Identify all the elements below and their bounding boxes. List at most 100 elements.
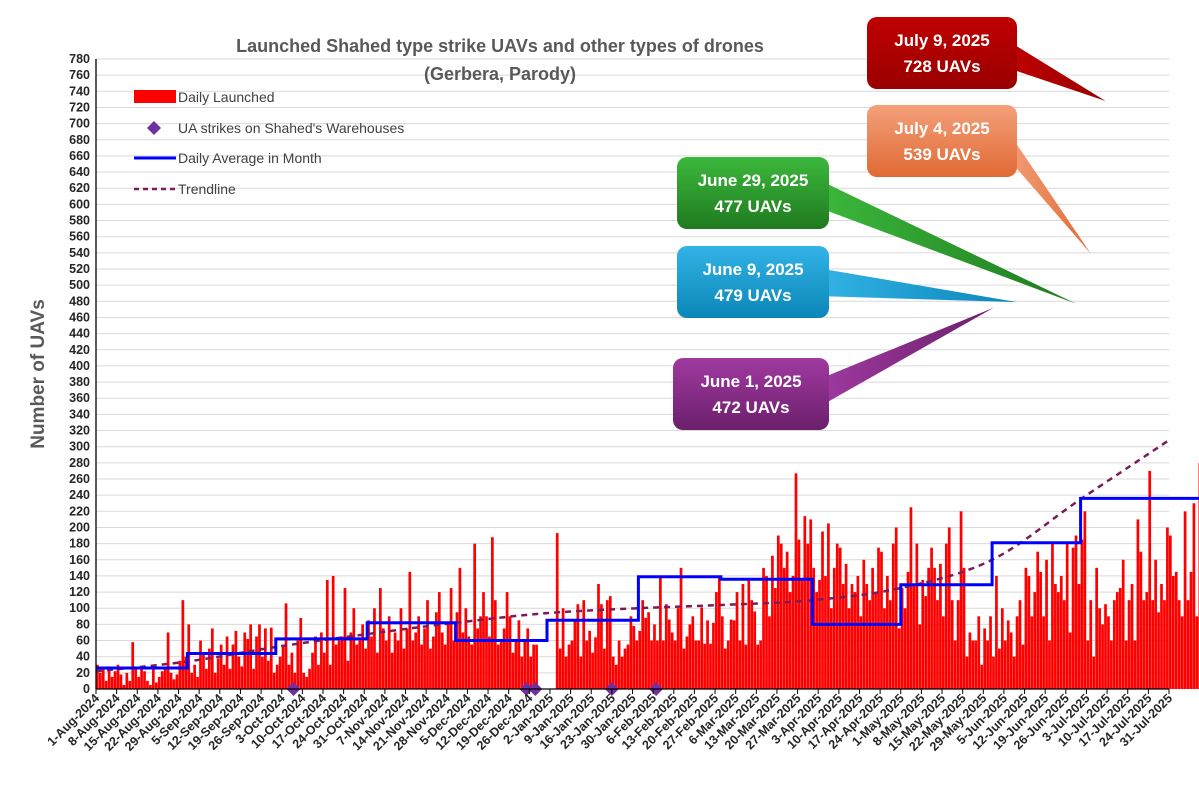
daily-bar (435, 612, 438, 689)
daily-bar (488, 636, 491, 689)
daily-bar (98, 672, 102, 689)
daily-bar (803, 516, 807, 689)
daily-bar (514, 640, 518, 689)
daily-bar (1112, 600, 1116, 689)
legend-swatch-daily (134, 90, 176, 103)
daily-bar (738, 640, 742, 689)
y-tick-label: 680 (69, 133, 90, 147)
daily-bar (809, 519, 813, 689)
daily-bar (597, 584, 600, 689)
callout-pointer (817, 307, 994, 408)
daily-bars (96, 462, 1199, 689)
daily-bar (346, 660, 350, 689)
daily-bar (797, 539, 801, 689)
daily-bar (199, 640, 202, 689)
daily-bar (1089, 600, 1093, 689)
daily-bar (249, 624, 252, 689)
callout-pointer (817, 179, 1077, 304)
daily-bar (1054, 584, 1057, 689)
daily-bar (894, 527, 898, 689)
daily-bar (213, 672, 217, 689)
daily-bar (992, 656, 995, 689)
callout-pointers (817, 39, 1106, 408)
y-tick-label: 200 (69, 520, 90, 534)
daily-bar (558, 648, 562, 689)
daily-bar (1166, 527, 1169, 689)
daily-bar (608, 596, 612, 689)
daily-bar (396, 640, 400, 689)
daily-bar (349, 632, 353, 689)
daily-bar (812, 567, 816, 689)
daily-bar (1080, 539, 1084, 689)
daily-bar (107, 666, 111, 689)
daily-bar (962, 567, 966, 689)
y-tick-label: 480 (69, 294, 90, 308)
y-tick-label: 660 (69, 149, 90, 163)
y-tick-label: 60 (76, 634, 90, 648)
chart-subtitle: (Gerbera, Parody) (424, 64, 576, 84)
y-tick-label: 220 (69, 504, 90, 518)
daily-bar (340, 636, 344, 689)
daily-bar (1036, 551, 1040, 689)
daily-bar (104, 680, 108, 689)
daily-bar (149, 684, 152, 689)
daily-bar (827, 523, 830, 689)
daily-bar (116, 664, 120, 689)
daily-bar (1006, 620, 1010, 689)
y-tick-label: 100 (69, 601, 90, 615)
daily-bar (756, 644, 760, 689)
annotation-value: 728 UAVs (903, 57, 981, 76)
daily-bar (773, 588, 777, 689)
daily-bar (458, 567, 462, 689)
daily-bar (638, 630, 642, 689)
daily-bar (676, 608, 680, 689)
daily-bar (449, 588, 453, 689)
daily-bar (402, 648, 406, 689)
daily-bar (275, 664, 279, 689)
daily-bar (647, 612, 650, 689)
daily-bar (414, 632, 418, 689)
daily-bar (337, 640, 341, 689)
daily-bar (850, 584, 854, 689)
daily-bar (750, 600, 754, 689)
daily-bar (936, 600, 939, 689)
daily-bar (1136, 519, 1140, 689)
daily-bar (1003, 640, 1007, 689)
daily-bar (656, 640, 659, 689)
daily-bar (491, 537, 494, 689)
daily-bar (815, 592, 818, 689)
chart-title: Launched Shahed type strike UAVs and oth… (236, 36, 764, 56)
y-tick-label: 520 (69, 262, 90, 276)
y-tick-label: 460 (69, 310, 90, 324)
y-tick-label: 120 (69, 585, 90, 599)
daily-bar (293, 672, 297, 689)
daily-bar (467, 636, 471, 689)
daily-bar (1139, 551, 1143, 689)
daily-bar (832, 567, 836, 689)
daily-bar (411, 640, 415, 689)
daily-bar (998, 648, 1001, 689)
y-tick-label: 580 (69, 214, 90, 228)
daily-bar (476, 628, 479, 689)
daily-bar (888, 600, 892, 689)
legend-label: Daily Launched (178, 89, 275, 105)
daily-bar (697, 640, 701, 689)
daily-bar (464, 608, 468, 689)
daily-bar (715, 592, 718, 689)
daily-bar (378, 588, 382, 689)
daily-bar (184, 656, 188, 689)
daily-bar (555, 533, 559, 689)
daily-bar (225, 636, 229, 689)
daily-bar (1065, 543, 1069, 689)
daily-bar (611, 656, 615, 689)
daily-bar (1068, 632, 1072, 689)
daily-bar (570, 640, 574, 689)
annotation-date: July 9, 2025 (894, 31, 990, 50)
daily-bar (830, 608, 833, 689)
daily-bar (650, 640, 653, 689)
daily-bar (641, 600, 645, 689)
daily-bar (264, 628, 267, 689)
y-tick-labels: 0 20 40 60 80 100 120 140 160 180 200 220 240 260 280 3… (69, 52, 90, 696)
